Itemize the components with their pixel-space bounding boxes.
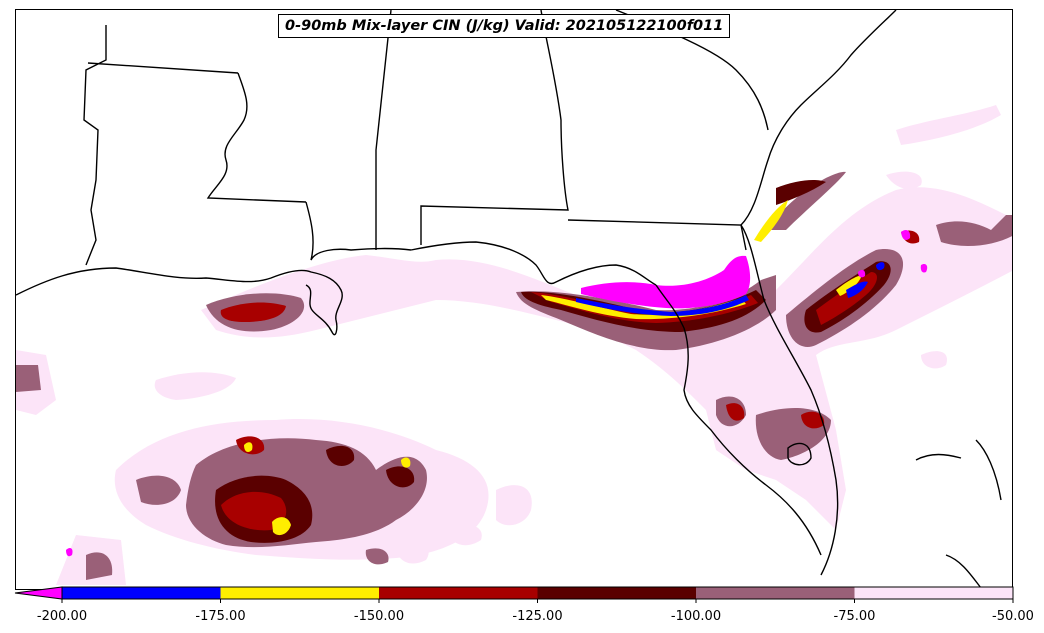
colorbar-segment — [696, 587, 855, 599]
colorbar-tick-label: -75.00 — [834, 609, 876, 624]
colorbar-extend-under — [15, 587, 62, 599]
colorbar-tick-label: -50.00 — [992, 609, 1034, 624]
colorbar-segment — [62, 587, 221, 599]
colorbar — [0, 584, 1044, 606]
colorbar-segment — [855, 587, 1014, 599]
colorbar-tick-label: -200.00 — [37, 609, 87, 624]
map-title: 0-90mb Mix-layer CIN (J/kg) Valid: 20210… — [278, 14, 730, 38]
colorbar-segment — [538, 587, 697, 599]
map-panel — [15, 9, 1013, 590]
cin-map — [16, 10, 1013, 590]
colorbar-tick-label: -125.00 — [512, 609, 562, 624]
colorbar-segment — [379, 587, 538, 599]
colorbar-tick-label: -100.00 — [671, 609, 721, 624]
colorbar-tick-label: -175.00 — [195, 609, 245, 624]
colorbar-segments — [15, 587, 1013, 599]
colorbar-tick-label: -150.00 — [354, 609, 404, 624]
colorbar-ticks — [62, 599, 1013, 603]
cin-field-light — [16, 105, 1013, 585]
colorbar-segment — [221, 587, 380, 599]
